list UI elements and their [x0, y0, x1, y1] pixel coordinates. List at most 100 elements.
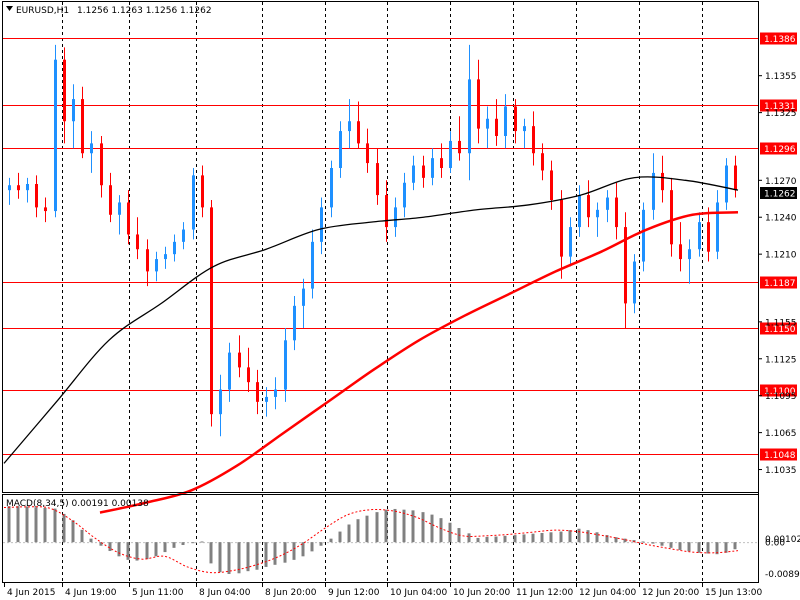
- macd-bar: [448, 522, 452, 543]
- candle-body: [403, 182, 406, 208]
- candle-body: [431, 158, 434, 178]
- ma-long-line: [99, 211, 739, 514]
- macd-bar: [237, 542, 241, 574]
- macd-bar: [651, 542, 655, 544]
- candle-body: [477, 79, 480, 129]
- macd-bar: [733, 542, 737, 550]
- vertical-grid: [3, 2, 758, 583]
- current-price-tag-bg: [760, 187, 797, 199]
- macd-bar: [375, 512, 379, 543]
- macd-tick-1: 0.00: [765, 539, 785, 549]
- candle-body: [201, 175, 204, 208]
- macd-bar: [522, 534, 526, 543]
- time-label-9: 12 Jun 04:00: [579, 588, 636, 598]
- macd-bar: [62, 513, 66, 543]
- macd-bar: [614, 537, 618, 543]
- macd-bar: [531, 533, 535, 543]
- candle-body: [615, 197, 618, 228]
- macd-bar: [264, 542, 268, 567]
- macd-bar: [283, 542, 287, 563]
- time-label-2: 5 Jun 11:00: [132, 588, 184, 598]
- time-label-7: 10 Jun 20:00: [453, 588, 510, 598]
- level-tag-bg-1.1296: [760, 142, 797, 155]
- level-tag-1.1386: 1.1386: [764, 35, 796, 45]
- candle-body: [8, 185, 11, 191]
- horizontal-levels: 1.13861.13311.12961.11871.11501.11001.10…: [3, 32, 797, 461]
- ohlc-values: 1.1256 1.1263 1.1256 1.1262: [77, 6, 212, 16]
- macd-bar: [108, 542, 112, 552]
- candle-body: [284, 340, 287, 390]
- level-tag-bg-1.1331: [760, 99, 797, 112]
- level-tag-1.1187: 1.1187: [764, 279, 796, 289]
- time-label-1: 4 Jun 19:00: [65, 588, 117, 598]
- candle-body: [679, 244, 682, 260]
- candle-body: [192, 175, 195, 230]
- candle-body: [173, 241, 176, 255]
- candle-body: [468, 79, 471, 154]
- macd-bar: [53, 508, 57, 543]
- macd-tick-2: -0.00892: [765, 570, 800, 580]
- macd-bar: [25, 506, 29, 543]
- macd-bar: [559, 531, 563, 543]
- macd-bar: [540, 532, 544, 543]
- time-axis[interactable]: 4 Jun 2015 4 Jun 19:00 5 Jun 11:00 8 Jun 04…: [4, 583, 763, 598]
- macd-bar: [7, 506, 11, 543]
- macd-bar: [678, 542, 682, 550]
- candle-body: [422, 165, 425, 178]
- macd-tick-0: 0.00102: [765, 535, 800, 545]
- time-label-5: 9 Jun 12:00: [328, 588, 380, 598]
- candle-body: [394, 207, 397, 228]
- macd-bar: [181, 542, 185, 546]
- price-tick-1.1270: 1.1270: [765, 177, 797, 187]
- macd-bar: [365, 515, 369, 543]
- candle-body: [100, 143, 103, 186]
- price-axis[interactable]: 1.13551.13251.12701.12401.12101.11551.11…: [758, 72, 797, 476]
- candle-body: [109, 185, 112, 215]
- level-tag-bg-1.1150: [760, 322, 797, 335]
- price-tick-1.1240: 1.1240: [765, 214, 797, 224]
- price-tick-1.1125: 1.1125: [765, 355, 797, 365]
- macd-bar: [467, 533, 471, 543]
- main-chart-frame: [2, 1, 759, 493]
- candle-body: [44, 207, 47, 212]
- macd-bar: [706, 542, 710, 554]
- macd-bar: [384, 509, 388, 543]
- candle-body: [596, 209, 599, 218]
- time-label-4: 8 Jun 20:00: [265, 588, 317, 598]
- level-tag-1.1100: 1.1100: [764, 387, 796, 397]
- macd-bar: [577, 528, 581, 543]
- macd-bar: [513, 535, 517, 543]
- triangle-down-icon[interactable]: [6, 6, 13, 11]
- candle-body: [385, 195, 388, 228]
- macd-bar: [430, 514, 434, 543]
- candle-body: [357, 121, 360, 144]
- macd-bar: [117, 542, 121, 557]
- macd-bar: [301, 542, 305, 557]
- candle-body: [302, 288, 305, 306]
- macd-bar: [246, 542, 250, 572]
- candle-body: [578, 195, 581, 228]
- level-tag-1.1150: 1.1150: [764, 325, 796, 335]
- candle-body: [90, 143, 93, 154]
- candle-body: [219, 389, 222, 415]
- candle-body: [182, 229, 185, 242]
- candle-body: [72, 99, 75, 122]
- macd-bar: [126, 542, 130, 560]
- macd-bar: [255, 542, 259, 570]
- candle-body: [81, 99, 84, 154]
- candle-body: [311, 241, 314, 289]
- candle-body: [532, 126, 535, 154]
- macd-bar: [356, 519, 360, 543]
- macd-bar: [632, 540, 636, 543]
- candle-body: [376, 163, 379, 196]
- current-price-tag: 1.1262: [764, 190, 796, 200]
- macd-subwindow: [3, 506, 739, 574]
- macd-bar: [200, 541, 204, 543]
- candle-body: [587, 195, 590, 218]
- candle-body: [412, 165, 415, 183]
- macd-bar: [227, 542, 231, 574]
- level-tag-1.1048: 1.1048: [764, 451, 796, 461]
- candle-body: [541, 153, 544, 171]
- macd-bar: [669, 542, 673, 548]
